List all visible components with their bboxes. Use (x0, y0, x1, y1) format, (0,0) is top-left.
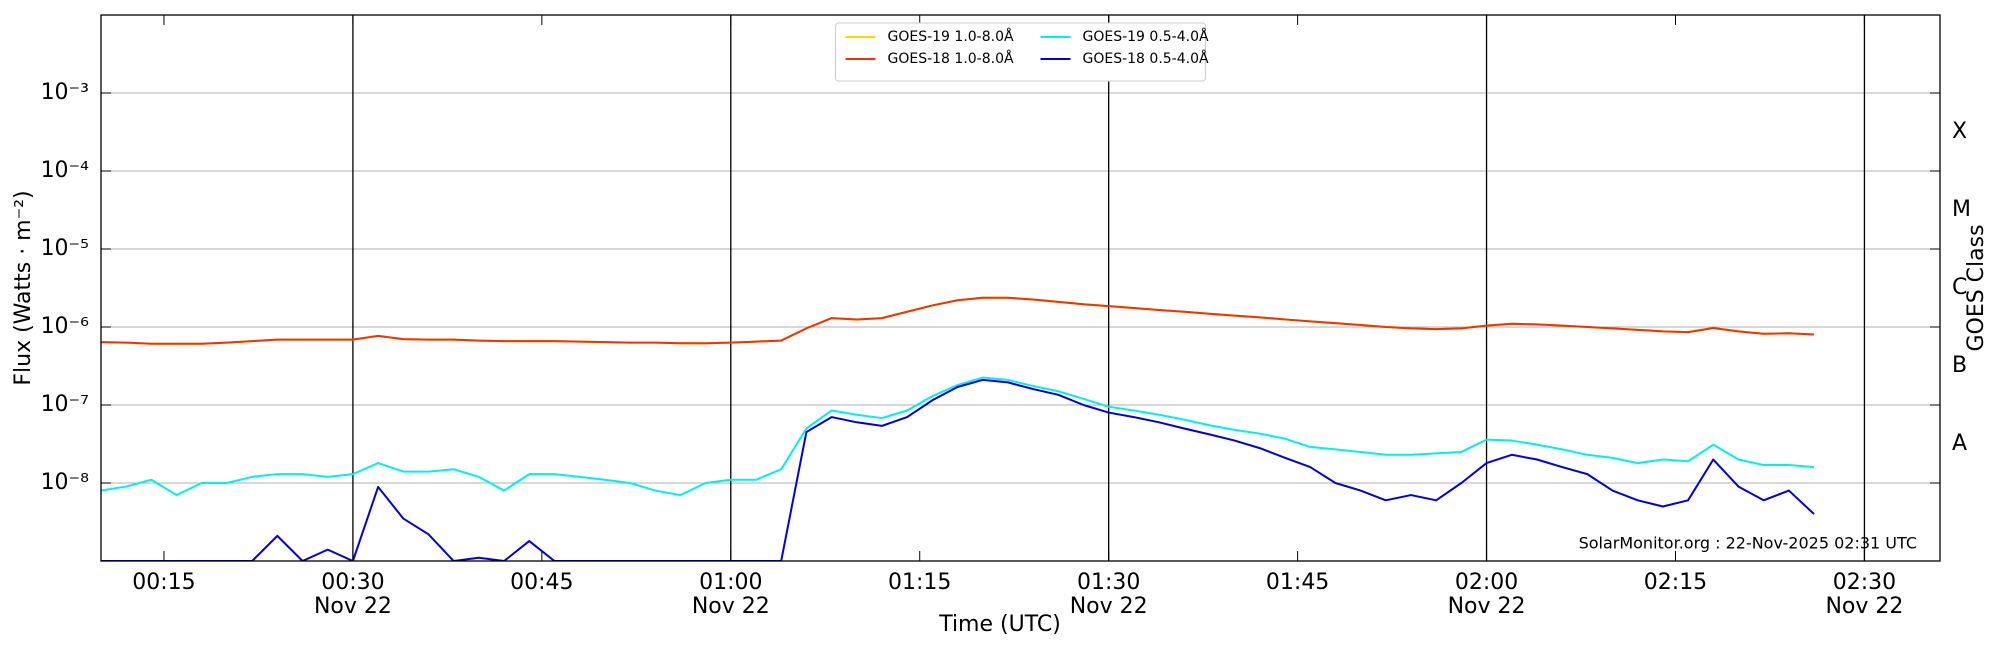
y-tick-label: 10⁻³ (41, 80, 89, 105)
legend-box (835, 22, 1206, 82)
x-tick-label: Nov 22 (314, 594, 392, 619)
y-tick-label: 10⁻⁴ (41, 158, 90, 183)
series-line (101, 296, 1815, 345)
y-tick-label: 10⁻⁸ (41, 470, 90, 495)
y2-tick-label: A (1952, 431, 1967, 456)
y2-axis-label: GOES Class (1964, 224, 1989, 351)
legend-label: GOES-19 1.0-8.0Å (888, 28, 1014, 45)
plot-frame (100, 14, 1941, 562)
legend-label: GOES-18 1.0-8.0Å (888, 50, 1014, 67)
x-tick-label: 02:00 (1455, 570, 1518, 595)
x-axis-label: Time (UTC) (938, 612, 1061, 637)
x-tick-label: 00:30 (321, 570, 384, 595)
x-tick-label: 01:15 (888, 570, 951, 595)
x-tick-label: Nov 22 (692, 594, 770, 619)
x-tick-label: 01:00 (699, 570, 762, 595)
x-tick-label: 01:45 (1266, 570, 1329, 595)
y2-tick-label: B (1952, 353, 1967, 378)
y2-tick-label: M (1952, 197, 1971, 222)
legend-label: GOES-18 0.5-4.0Å (1083, 50, 1209, 67)
x-tick-label: 00:15 (132, 570, 195, 595)
x-tick-label: 00:45 (510, 570, 573, 595)
series-line (101, 378, 1815, 561)
lines (101, 296, 1815, 561)
y-axis-label: Flux (Watts · m⁻²) (11, 190, 36, 385)
x-tick-label: Nov 22 (1448, 594, 1526, 619)
legend: GOES-19 1.0-8.0Å GOES-18 1.0-8.0Å GOES-19 … (835, 22, 1209, 82)
series-line (101, 376, 1815, 497)
grid (101, 15, 1940, 561)
annotation: SolarMonitor.org : 22-Nov-2025 02:31 UTC (1579, 534, 1917, 553)
x-tick-label: 02:30 (1833, 570, 1896, 595)
x-tick-label: 01:30 (1077, 570, 1140, 595)
y-tick-label: 10⁻⁷ (41, 392, 89, 417)
y2-tick-label: X (1952, 119, 1967, 144)
y-tick-label: 10⁻⁵ (41, 236, 89, 261)
x-tick-label: Nov 22 (1070, 594, 1148, 619)
y2-tick-label: C (1952, 275, 1967, 300)
x-tick-label: Nov 22 (1825, 594, 1903, 619)
x-tick-label: 02:15 (1644, 570, 1707, 595)
y-tick-label: 10⁻⁶ (41, 314, 90, 339)
legend-label: GOES-19 0.5-4.0Å (1083, 28, 1209, 45)
